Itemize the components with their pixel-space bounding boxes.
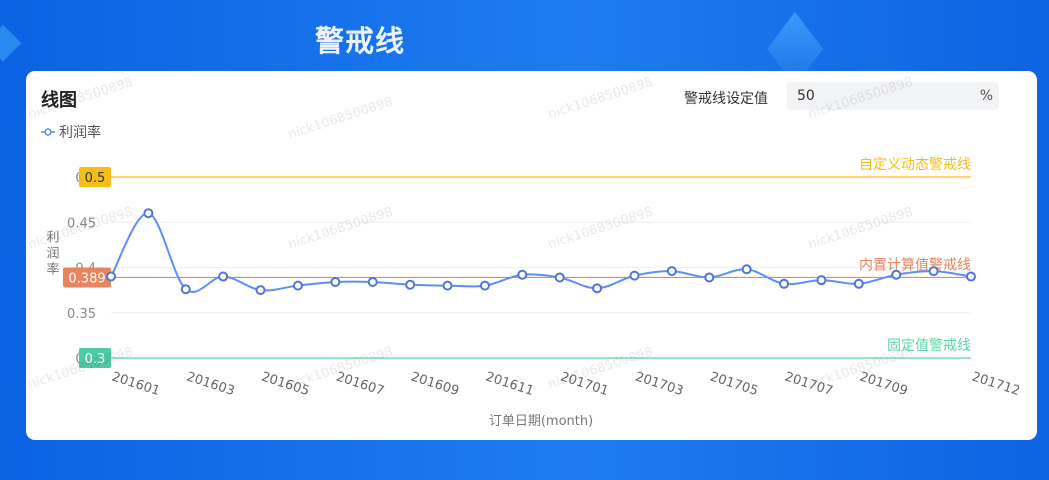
legend-marker bbox=[44, 128, 52, 136]
x-tick-label: 201605 bbox=[259, 370, 311, 400]
data-point bbox=[517, 269, 528, 280]
reference-line-label: 固定值警戒线 bbox=[887, 338, 971, 354]
line-chart: 0.50.450.40.350.3利润率20160120160320160520… bbox=[41, 124, 1022, 429]
x-tick-label: 201607 bbox=[334, 370, 386, 400]
y-tick-label: 0.35 bbox=[67, 307, 96, 322]
x-axis-label: 订单日期(month) bbox=[489, 414, 593, 429]
data-point bbox=[629, 270, 640, 281]
data-point bbox=[255, 285, 266, 296]
data-point bbox=[292, 280, 303, 291]
x-tick-label: 201601 bbox=[110, 370, 162, 400]
data-point bbox=[966, 271, 976, 282]
data-point bbox=[554, 272, 565, 283]
x-tick-label: 201703 bbox=[633, 370, 685, 400]
data-point bbox=[479, 280, 490, 291]
y-axis-label: 利 bbox=[46, 231, 59, 246]
threshold-setting-label: 警戒线设定值 bbox=[684, 91, 768, 107]
data-point bbox=[853, 278, 864, 289]
x-tick-label: 201611 bbox=[484, 370, 536, 400]
x-tick-label: 201707 bbox=[783, 370, 835, 400]
data-point bbox=[442, 280, 453, 291]
card-title: 线图 bbox=[41, 90, 77, 111]
data-point bbox=[367, 276, 378, 287]
y-tick-label: 0.45 bbox=[67, 216, 96, 231]
data-point bbox=[180, 284, 191, 295]
reference-line-label: 内置计算值警戒线 bbox=[859, 257, 971, 273]
x-tick-label: 201603 bbox=[185, 370, 237, 400]
chart-card: 线图 警戒线设定值 50 % 0.50.450.40.350.3利润率20160… bbox=[26, 71, 1037, 440]
x-tick-label: 201609 bbox=[409, 370, 461, 400]
data-point bbox=[741, 264, 752, 275]
legend-label: 利润率 bbox=[59, 124, 101, 141]
reference-line-label: 自定义动态警戒线 bbox=[859, 157, 971, 173]
y-axis-label: 润 bbox=[46, 247, 59, 262]
x-tick-label: 201705 bbox=[708, 370, 760, 400]
reference-value-badge-text: 0.5 bbox=[85, 171, 106, 186]
x-tick-label: 201701 bbox=[558, 370, 610, 400]
reference-value-badge bbox=[79, 167, 111, 187]
reference-value-badge bbox=[79, 348, 111, 368]
data-point bbox=[704, 272, 715, 283]
page-title: 警戒线 bbox=[314, 24, 405, 58]
data-point bbox=[330, 276, 341, 287]
percent-unit: % bbox=[979, 88, 993, 104]
reference-value-badge-text: 0.389 bbox=[68, 271, 105, 286]
reference-value-badge bbox=[63, 267, 111, 288]
x-tick-label: 201709 bbox=[858, 370, 910, 400]
data-point bbox=[218, 271, 229, 282]
series-line bbox=[110, 212, 972, 293]
y-axis-label: 率 bbox=[46, 262, 59, 278]
threshold-setting-input[interactable]: 50 % bbox=[787, 82, 999, 110]
data-point bbox=[816, 275, 827, 286]
data-point bbox=[779, 278, 790, 289]
data-point bbox=[666, 266, 677, 277]
reference-value-badge-text: 0.3 bbox=[85, 352, 106, 367]
x-tick-label: 201712 bbox=[970, 370, 1022, 400]
data-point bbox=[143, 208, 154, 219]
data-point bbox=[891, 269, 902, 280]
data-point bbox=[106, 271, 116, 282]
data-point bbox=[405, 279, 416, 290]
data-point bbox=[928, 266, 939, 277]
data-point bbox=[592, 283, 603, 294]
threshold-setting-value[interactable]: 50 bbox=[797, 88, 815, 104]
